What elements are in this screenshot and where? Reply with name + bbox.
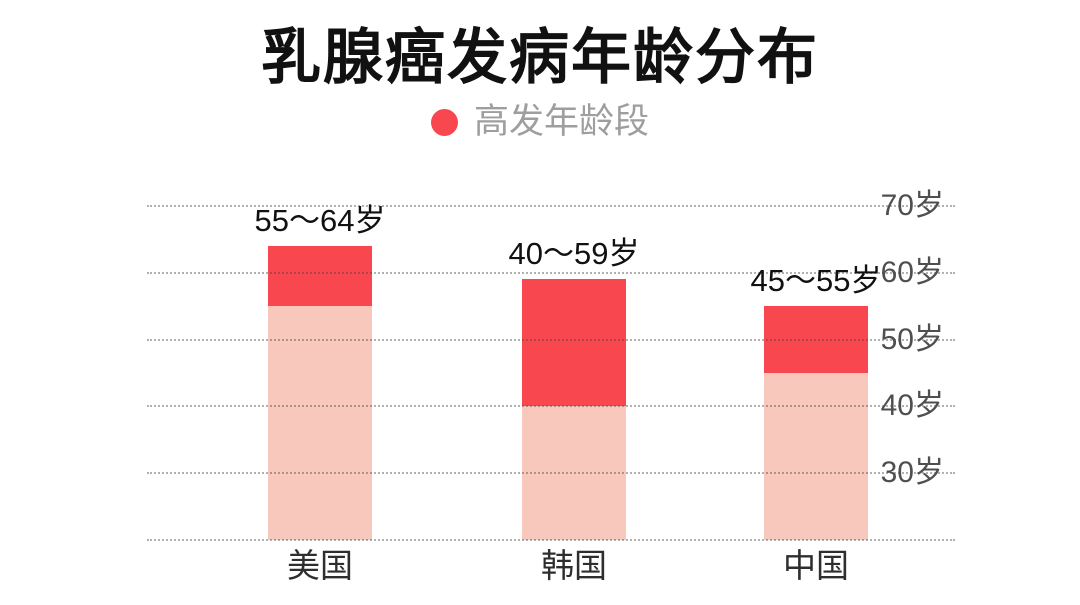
bar-highlight-segment	[764, 306, 868, 373]
gridline	[147, 271, 955, 274]
y-tick-label: 30岁	[880, 456, 944, 490]
bar-base-segment	[522, 406, 626, 540]
y-tick-label: 40岁	[880, 389, 944, 423]
y-tick-label: 60岁	[880, 255, 944, 289]
category-label: 美国	[287, 547, 353, 584]
y-tick-label: 70岁	[880, 189, 944, 222]
category-label: 中国	[783, 547, 849, 584]
bar-range-label: 55～64岁	[254, 203, 386, 239]
bar-base-segment	[268, 306, 372, 540]
legend: 高发年龄段	[0, 104, 1080, 140]
gridline	[147, 539, 955, 541]
bar-highlight-segment	[522, 279, 626, 407]
legend-dot-icon	[430, 108, 458, 136]
gridline	[147, 472, 955, 475]
bar-highlight-segment	[268, 246, 372, 307]
y-tick-label: 50岁	[880, 322, 944, 356]
chart-title: 乳腺癌发病年龄分布	[261, 24, 819, 91]
bar-range-label: 45～55岁	[750, 263, 882, 299]
gridline	[147, 205, 955, 207]
bar-range-label: 40～59岁	[508, 236, 640, 272]
gridline	[147, 405, 955, 408]
gridline	[147, 338, 955, 341]
bar-base-segment	[764, 373, 868, 540]
legend-label: 高发年龄段	[473, 102, 649, 141]
category-label: 韩国	[541, 547, 607, 584]
